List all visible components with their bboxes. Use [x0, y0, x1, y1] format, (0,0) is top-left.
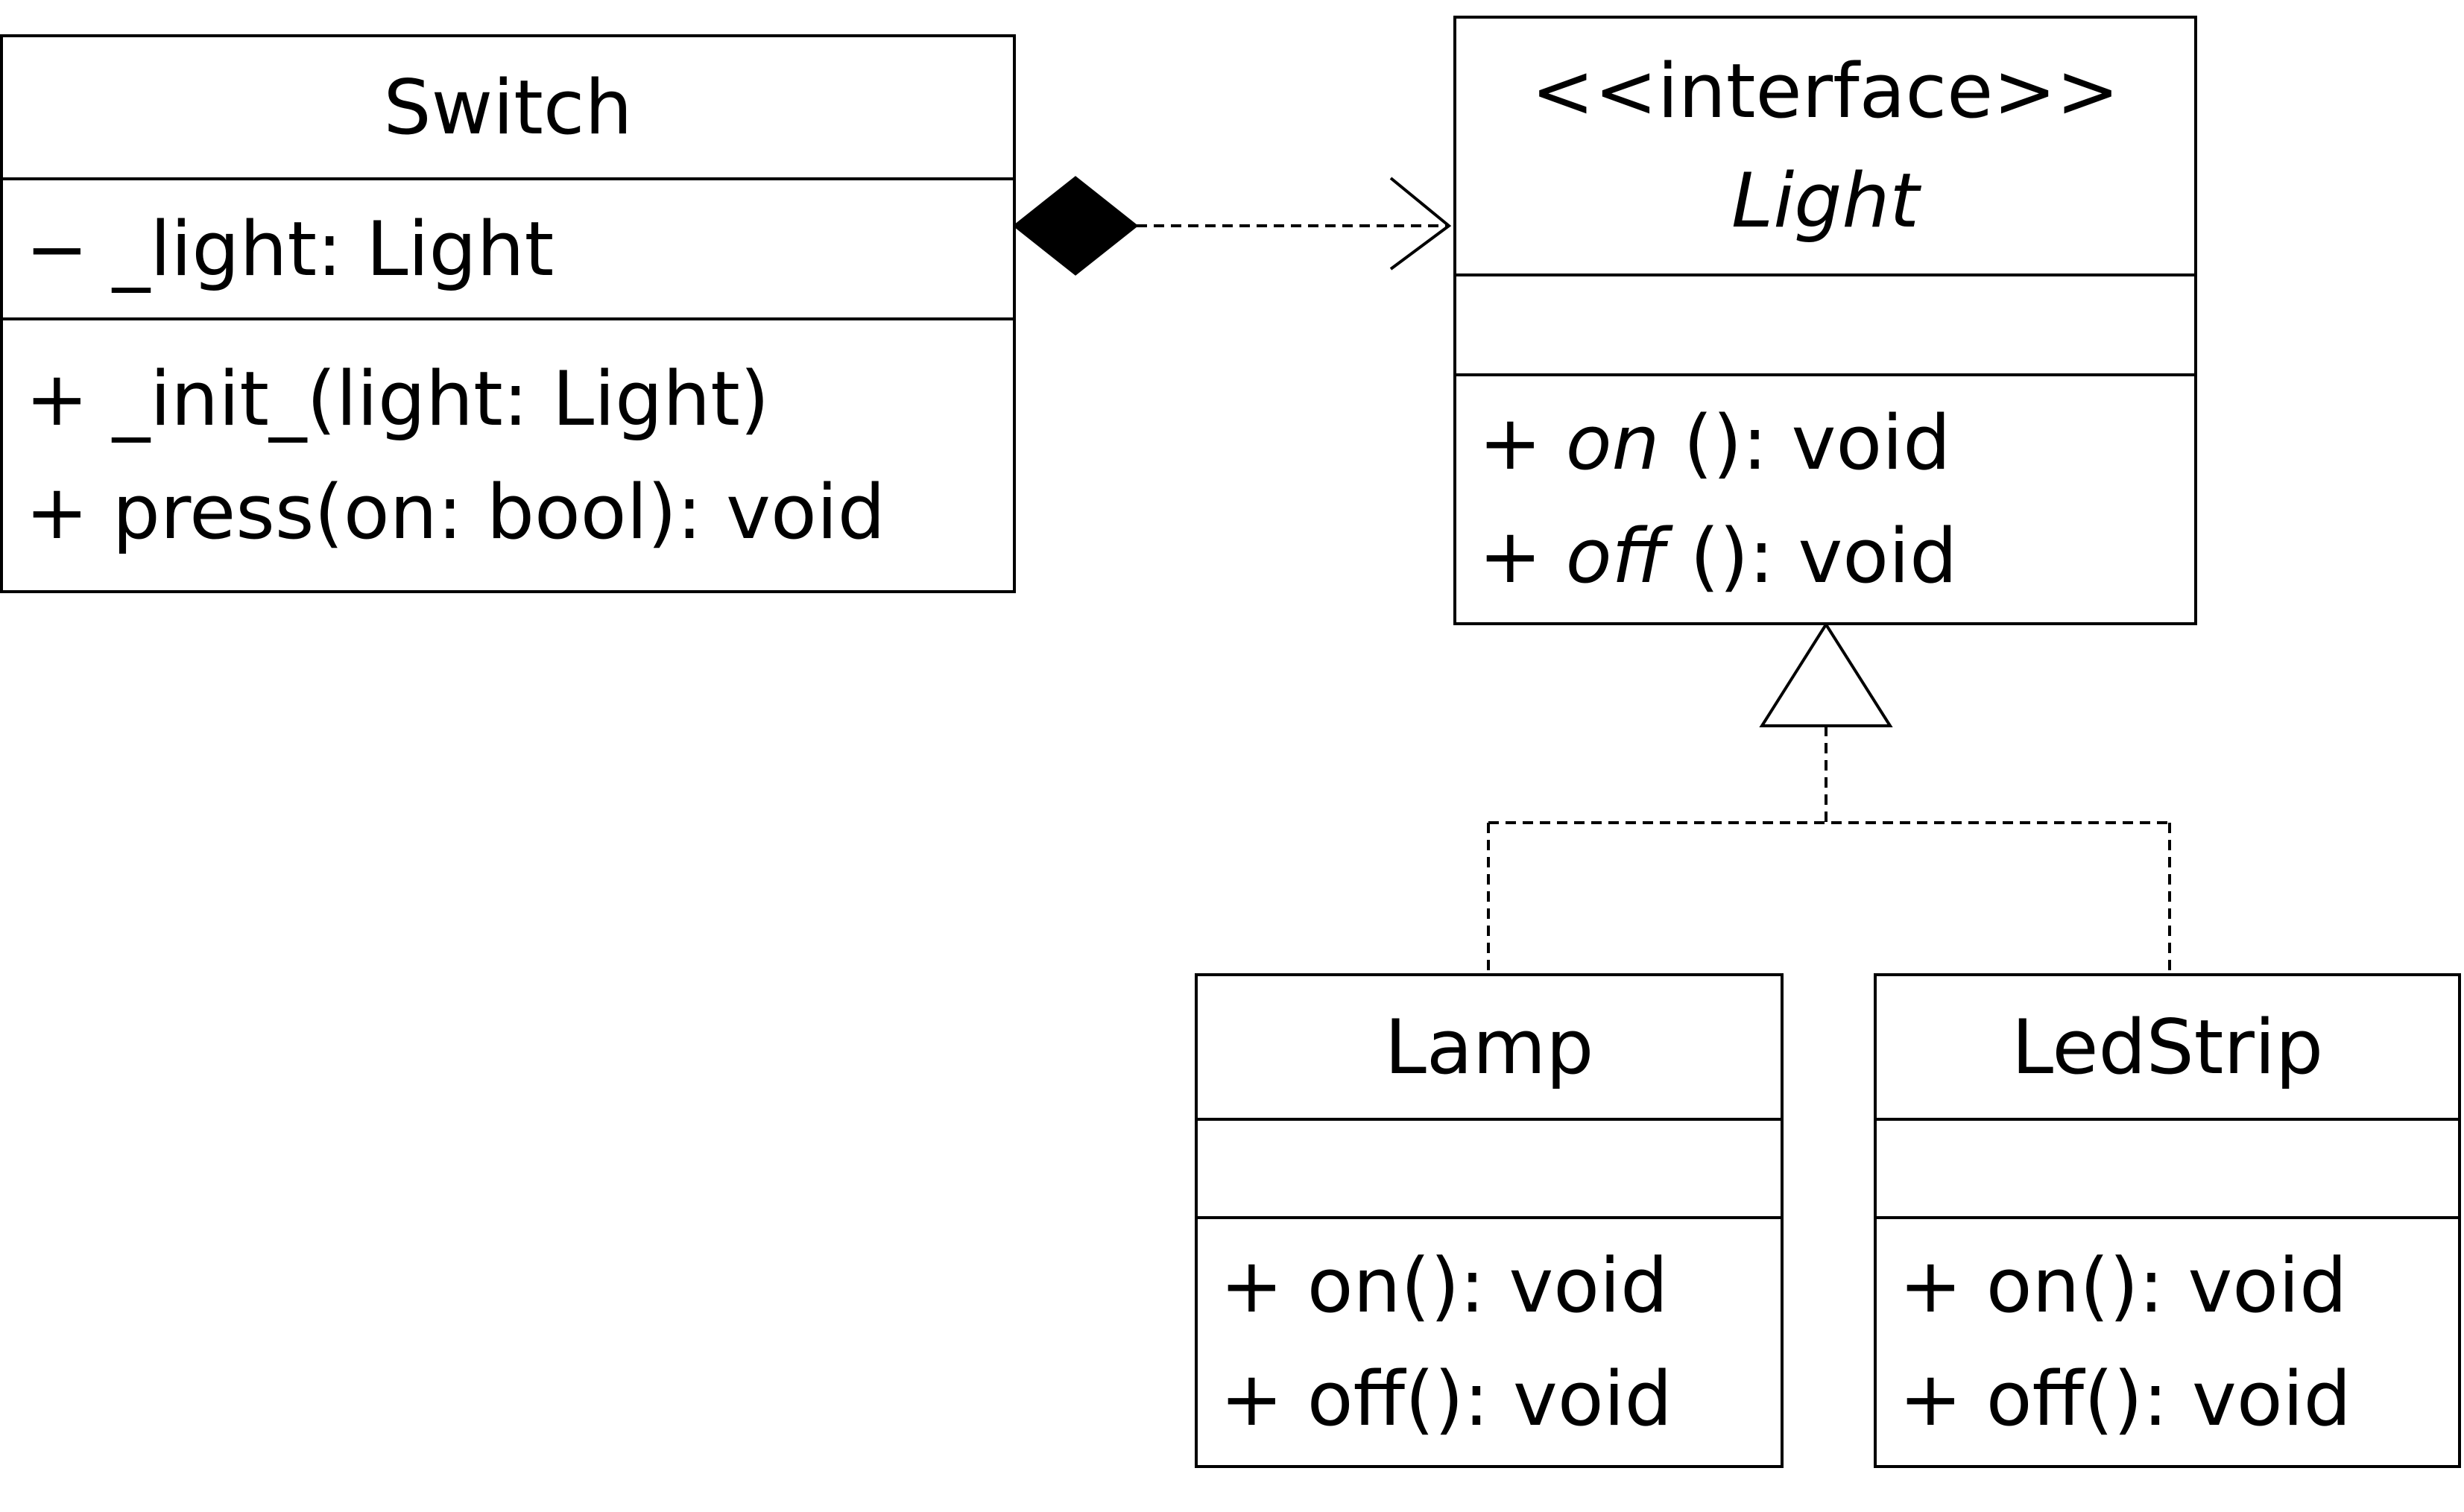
visibility-symbol: +: [25, 355, 113, 443]
interface-light: <<interface>> Light + on (): void + off …: [1453, 16, 2197, 625]
class-switch: Switch − _light: Light + _init_(light: L…: [0, 34, 1016, 593]
method-text: off(): void: [1307, 1355, 1672, 1443]
method-text: on(): void: [1986, 1241, 2348, 1329]
class-ledstrip: LedStrip + on(): void + off(): void: [1874, 973, 2461, 1468]
class-ledstrip-header: LedStrip: [1877, 976, 2458, 1118]
realization-triangle: [1759, 621, 1893, 727]
class-switch-header: Switch: [3, 37, 1013, 177]
class-name: Lamp: [1384, 1002, 1594, 1091]
abstract-method-name: on: [1565, 399, 1660, 487]
interface-light-methods: + on (): void + off (): void: [1456, 373, 2194, 622]
class-switch-methods: + _init_(light: Light) + press(on: bool)…: [3, 317, 1013, 590]
class-lamp: Lamp + on(): void + off(): void: [1195, 973, 1784, 1468]
method-text: off(): void: [1986, 1355, 2351, 1443]
method-row: + press(on: bool): void: [25, 455, 1013, 569]
composition-diamond: [1012, 176, 1139, 276]
class-ledstrip-methods: + on(): void + off(): void: [1877, 1216, 2458, 1465]
class-name: LedStrip: [2011, 1002, 2324, 1091]
visibility-symbol: +: [1220, 1241, 1307, 1329]
attribute-text: _light: Light: [112, 205, 555, 293]
method-row: + _init_(light: Light): [25, 342, 1013, 455]
stereotype-label: <<interface>>: [1531, 47, 2120, 135]
method-row: + off(): void: [1899, 1342, 2458, 1455]
method-row: + off (): void: [1479, 499, 2194, 613]
attribute-row: − _light: Light: [25, 192, 1013, 306]
class-name: Switch: [383, 63, 633, 151]
method-text: press(on: bool): void: [112, 468, 885, 556]
visibility-symbol: −: [25, 205, 113, 293]
method-signature: (): void: [1666, 512, 1958, 600]
visibility-symbol: +: [1220, 1355, 1307, 1443]
class-switch-attributes: − _light: Light: [3, 177, 1013, 317]
method-signature: (): void: [1659, 399, 1951, 487]
interface-light-header: <<interface>> Light: [1456, 19, 2194, 273]
interface-light-attributes: [1456, 273, 2194, 373]
class-lamp-header: Lamp: [1198, 976, 1781, 1118]
visibility-symbol: +: [25, 468, 113, 556]
class-ledstrip-attributes: [1877, 1118, 2458, 1216]
visibility-symbol: +: [1479, 399, 1566, 487]
method-text: _init_(light: Light): [112, 355, 770, 443]
interface-name: Light: [1731, 156, 1920, 244]
method-row: + on(): void: [1899, 1229, 2458, 1342]
method-row: + on(): void: [1220, 1229, 1781, 1342]
visibility-symbol: +: [1899, 1241, 1986, 1329]
abstract-method-name: off: [1565, 512, 1667, 600]
method-row: + on (): void: [1479, 386, 2194, 499]
method-text: on(): void: [1307, 1241, 1669, 1329]
class-lamp-methods: + on(): void + off(): void: [1198, 1216, 1781, 1465]
dependency-arrowhead: [1389, 177, 1452, 271]
method-row: + off(): void: [1220, 1342, 1781, 1455]
class-lamp-attributes: [1198, 1118, 1781, 1216]
visibility-symbol: +: [1899, 1355, 1986, 1443]
visibility-symbol: +: [1479, 512, 1566, 600]
